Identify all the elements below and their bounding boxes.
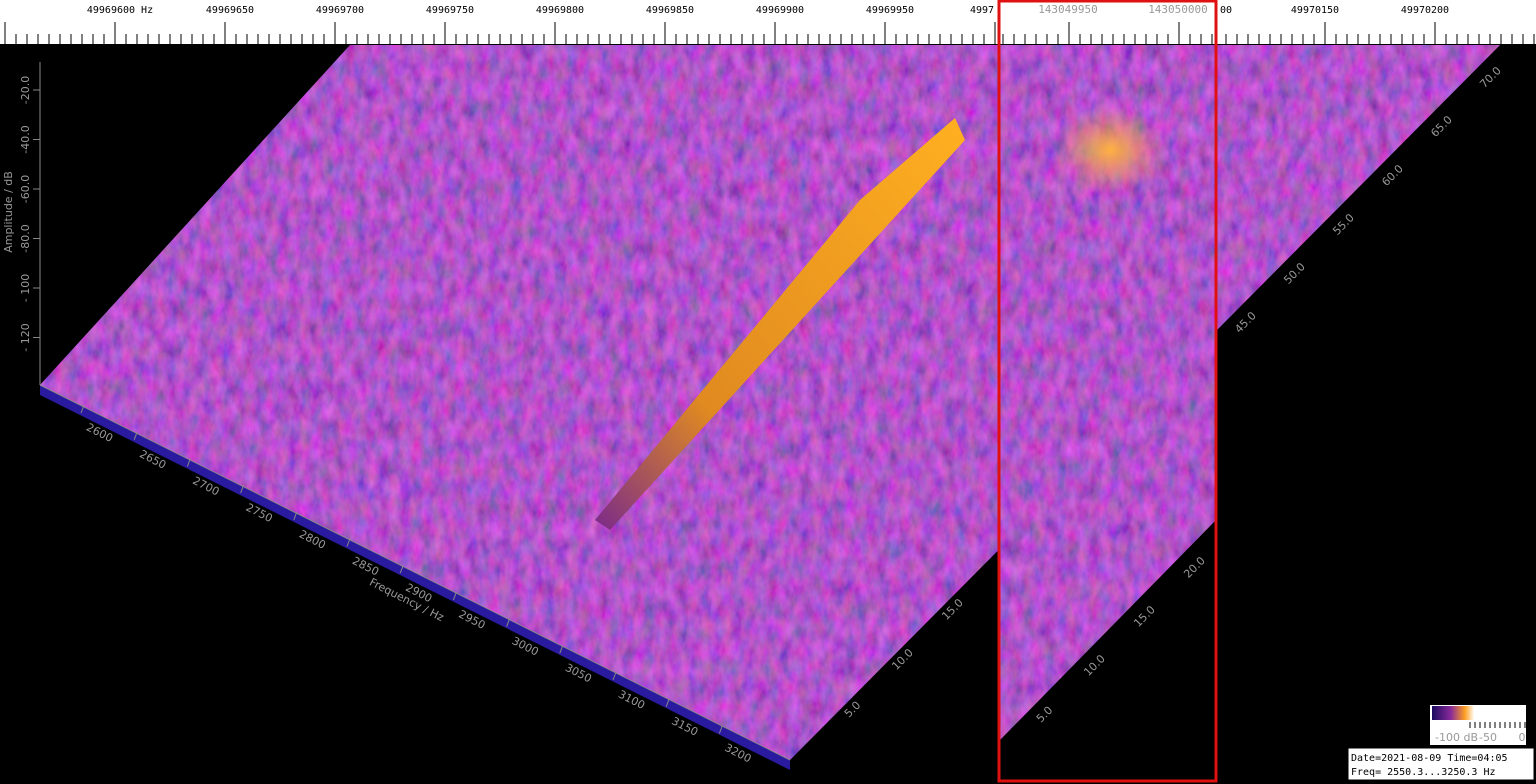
status-freq: Freq= 2550.3...3250.3 Hz [1351,767,1496,778]
frequency-tick [612,671,617,681]
time-label: 60.0 [1379,162,1406,189]
frequency-tick [240,484,245,494]
time-label: 45.0 [1232,309,1259,336]
ruler-label: 00 [1220,5,1232,16]
frequency-tick [718,725,723,734]
ruler-label: 49969600 Hz [87,5,153,16]
zoom-panel: 143049950 143050000 20.0 15.0 10.0 5.0 [997,0,1218,783]
ruler-label: 49969950 [866,5,914,16]
frequency-axis-line [39,384,791,761]
scale-bar [1432,706,1526,720]
panel-frame [997,0,1218,783]
frequency-tick [133,431,138,440]
frequency-tick [293,511,298,520]
panel-time-label: 5.0 [1034,704,1056,726]
ruler-label: 49969800 [536,5,584,16]
frequency-tick [346,538,351,547]
amplitude-label: - 100 [19,274,32,302]
ruler-label: 143050000 [1148,3,1208,16]
panel-ruler [999,0,1216,44]
panel-time-label: 20.0 [1181,554,1208,581]
frequency-tick [452,591,457,601]
surface-texture [40,45,1500,760]
amplitude-label: - 120 [19,323,32,351]
frequency-tick [399,565,404,574]
top-ruler: 49969600 Hz 49969650 49969700 49969750 49969… [0,0,1536,44]
ruler-label: 49969700 [316,5,364,16]
color-scale: -100 dB -50 0 [1430,705,1526,745]
status-date: Date=2021-08-09 Time=04:05 [1351,753,1508,764]
frequency-tick [506,618,511,627]
status-bg [1347,747,1535,781]
time-label: 50.0 [1281,260,1308,287]
ruler-label: 49969750 [426,5,474,16]
amplitude-title: Amplitude / dB [2,171,15,253]
ruler-label: 49969650 [206,5,254,16]
scale-label: 0 [1519,731,1526,744]
time-label: 55.0 [1330,211,1357,238]
ruler-bg [0,0,1536,44]
surface-front-edge [40,385,790,770]
amplitude-label: -40.0 [19,125,32,153]
time-label: 70.0 [1477,64,1504,91]
signal-blob [1055,105,1165,195]
time-label: 65.0 [1428,113,1455,140]
ruler-label: 49970200 [1401,5,1449,16]
signal-streak [595,118,965,530]
scale-label: -50 [1479,731,1497,744]
scale-label: -100 dB [1435,731,1478,744]
ruler-label: 4997 [970,5,994,16]
panel-time-label: 15.0 [1131,603,1158,630]
amplitude-label: -20.0 [19,76,32,104]
ruler-label: 49969850 [646,5,694,16]
panel-texture [999,45,1216,740]
ruler-label: 143049950 [1038,3,1098,16]
frequency-tick [80,404,85,414]
amplitude-label: -60.0 [19,175,32,203]
ruler-label: 49969900 [756,5,804,16]
ruler-label: 49970150 [1291,5,1339,16]
frequency-tick [186,458,191,467]
frequency-tick [559,645,564,654]
panel-time-label: 10.0 [1081,652,1108,679]
frequency-tick [665,698,670,707]
amplitude-label: -80.0 [19,224,32,252]
status-box: Date=2021-08-09 Time=04:05 Freq= 2550.3.… [1347,747,1535,781]
surface [40,45,1500,770]
